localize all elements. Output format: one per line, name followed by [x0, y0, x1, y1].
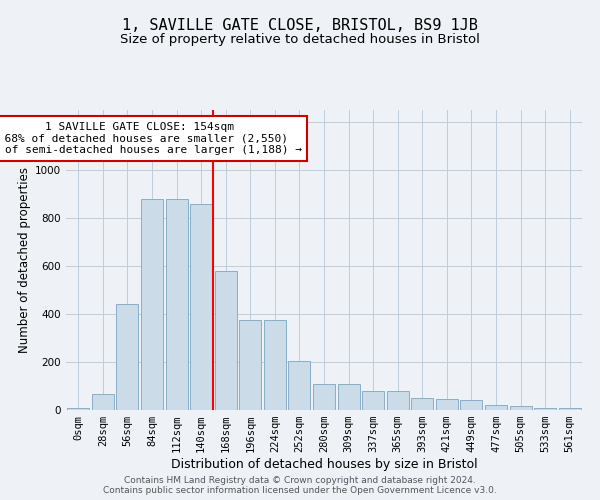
Bar [509, 406, 532, 410]
Text: Contains HM Land Registry data © Crown copyright and database right 2024.
Contai: Contains HM Land Registry data © Crown c… [103, 476, 497, 495]
Bar [166, 199, 188, 410]
Text: 1, SAVILLE GATE CLOSE, BRISTOL, BS9 1JB: 1, SAVILLE GATE CLOSE, BRISTOL, BS9 1JB [122, 18, 478, 32]
Bar [338, 384, 359, 410]
Text: Size of property relative to detached houses in Bristol: Size of property relative to detached ho… [120, 32, 480, 46]
Bar [313, 384, 335, 410]
Bar [289, 361, 310, 410]
Bar [411, 398, 433, 410]
Y-axis label: Number of detached properties: Number of detached properties [18, 167, 31, 353]
Bar [190, 204, 212, 410]
Bar [215, 271, 237, 410]
Bar [264, 320, 286, 410]
X-axis label: Distribution of detached houses by size in Bristol: Distribution of detached houses by size … [170, 458, 478, 471]
Bar [460, 400, 482, 410]
Bar [239, 320, 262, 410]
Bar [386, 391, 409, 410]
Text: 1 SAVILLE GATE CLOSE: 154sqm
← 68% of detached houses are smaller (2,550)
32% of: 1 SAVILLE GATE CLOSE: 154sqm ← 68% of de… [0, 122, 302, 155]
Bar [92, 394, 114, 410]
Bar [436, 399, 458, 410]
Bar [362, 391, 384, 410]
Bar [485, 405, 507, 410]
Bar [116, 304, 139, 410]
Bar [141, 199, 163, 410]
Bar [67, 408, 89, 410]
Bar [534, 408, 556, 410]
Bar [559, 408, 581, 410]
